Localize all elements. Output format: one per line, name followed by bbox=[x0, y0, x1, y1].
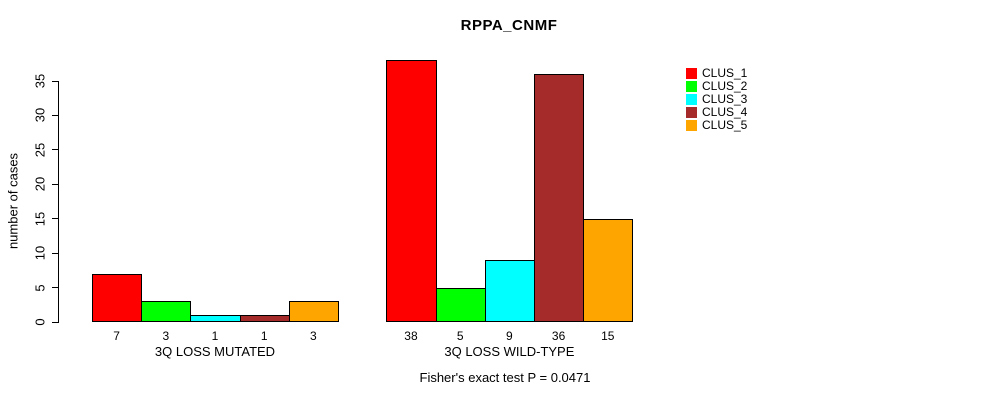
bar-clus_2-group2 bbox=[435, 287, 486, 322]
bar-clus_1-group1 bbox=[92, 273, 143, 322]
legend-swatch-clus_1 bbox=[686, 68, 697, 80]
bar-clus_2-group1 bbox=[141, 301, 192, 322]
x-group-label: 3Q LOSS MUTATED bbox=[154, 344, 276, 359]
y-axis-tick bbox=[52, 80, 58, 82]
bar-value-label: 1 bbox=[211, 329, 219, 343]
bar-value-label: 9 bbox=[506, 329, 513, 343]
chart-title: RPPA_CNMF bbox=[460, 17, 558, 34]
y-axis-tick bbox=[52, 218, 58, 220]
legend-item: CLUS_2 bbox=[686, 80, 747, 93]
y-axis-tick-label: 25 bbox=[32, 142, 48, 158]
legend-swatch-clus_2 bbox=[686, 81, 697, 93]
legend: CLUS_1 CLUS_2 CLUS_3 CLUS_4 CLUS_5 bbox=[686, 67, 747, 132]
bar-value-label: 7 bbox=[113, 329, 120, 343]
legend-item: CLUS_4 bbox=[686, 106, 747, 119]
bar-value-label: 1 bbox=[260, 329, 268, 343]
bar-value-label: 15 bbox=[601, 329, 615, 343]
y-axis-tick bbox=[52, 321, 58, 323]
bar-value-label: 5 bbox=[456, 329, 464, 343]
bar-value-label: 38 bbox=[404, 329, 418, 343]
legend-item: CLUS_3 bbox=[686, 93, 747, 106]
bar-clus_3-group1 bbox=[190, 315, 241, 322]
legend-item: CLUS_1 bbox=[686, 67, 747, 80]
bar-value-label: 3 bbox=[310, 329, 317, 343]
legend-label: CLUS_2 bbox=[702, 79, 748, 94]
legend-label: CLUS_3 bbox=[702, 92, 748, 107]
y-axis-tick-label: 10 bbox=[32, 245, 48, 261]
y-axis-tick-label: 30 bbox=[32, 108, 48, 123]
x-group-label: 3Q LOSS WILD-TYPE bbox=[444, 344, 575, 359]
y-axis-tick-label: 35 bbox=[32, 73, 48, 89]
y-axis-tick bbox=[52, 114, 58, 116]
y-axis-line bbox=[58, 81, 59, 323]
y-axis-tick bbox=[52, 287, 58, 289]
legend-label: CLUS_1 bbox=[702, 66, 748, 81]
y-axis-tick-label: 20 bbox=[32, 177, 48, 192]
bar-clus_5-group1 bbox=[288, 301, 339, 322]
legend-swatch-clus_3 bbox=[686, 94, 697, 106]
y-axis-tick bbox=[52, 252, 58, 254]
bar-value-label: 36 bbox=[551, 329, 566, 343]
bar-clus_1-group2 bbox=[386, 60, 437, 322]
legend-label: CLUS_4 bbox=[702, 105, 748, 120]
legend-swatch-clus_5 bbox=[686, 120, 697, 132]
legend-label: CLUS_5 bbox=[702, 118, 748, 133]
bar-clus_4-group1 bbox=[239, 315, 290, 322]
bar-value-label: 3 bbox=[162, 329, 170, 343]
y-axis-tick-label: 15 bbox=[32, 211, 48, 226]
legend-swatch-clus_4 bbox=[686, 107, 697, 119]
y-axis-tick bbox=[52, 183, 58, 185]
fisher-test-note: Fisher's exact test P = 0.0471 bbox=[419, 370, 591, 385]
legend-item: CLUS_5 bbox=[686, 119, 747, 132]
y-axis-tick bbox=[52, 149, 58, 151]
bar-clus_4-group2 bbox=[534, 74, 585, 322]
y-axis-tick-label: 5 bbox=[32, 283, 48, 292]
bar-clus_3-group2 bbox=[484, 260, 535, 322]
bar-clus_5-group2 bbox=[583, 218, 634, 322]
y-axis-tick-label: 0 bbox=[32, 318, 48, 326]
